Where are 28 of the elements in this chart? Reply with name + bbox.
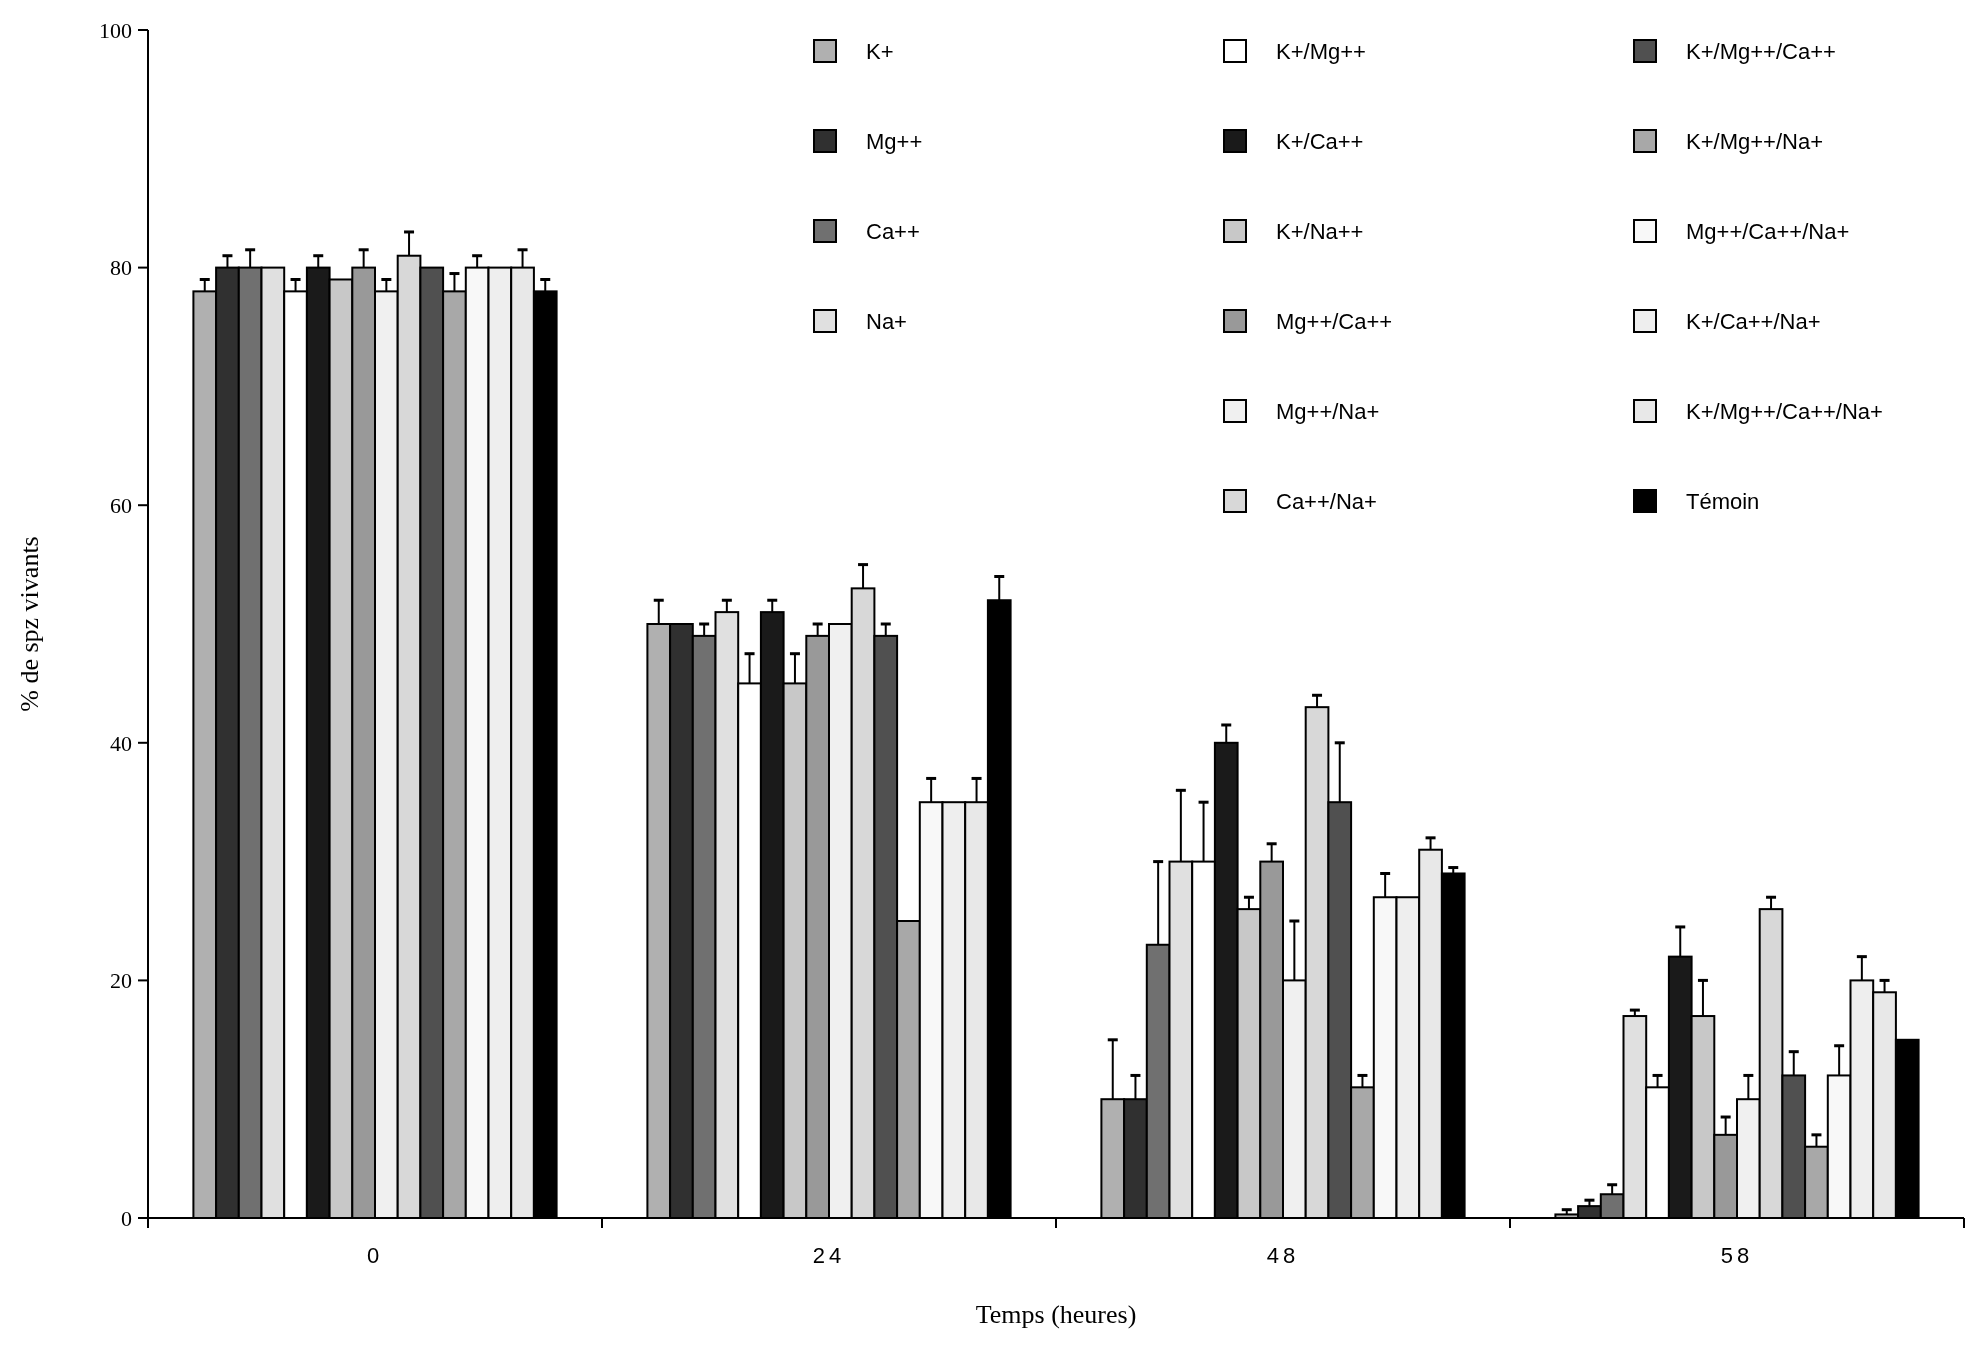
legend-label: K+/Na++: [1276, 218, 1364, 244]
legend-label: K+/Ca++/Na+: [1686, 308, 1821, 334]
legend-label: Mg++/Na+: [1276, 398, 1380, 424]
legend-label: K+: [866, 38, 894, 64]
y-tick-label: 20: [110, 968, 132, 994]
x-tick-label: 0: [366, 1243, 384, 1268]
y-axis-title: % de spz vivants: [15, 536, 44, 712]
y-tick-label: 80: [110, 255, 132, 281]
x-tick-label: 58: [1720, 1243, 1754, 1268]
y-tick-label: 100: [99, 17, 132, 43]
legend-label: Mg++/Ca++/Na+: [1686, 218, 1850, 244]
x-tick-label: 24: [812, 1243, 846, 1268]
legend-label: Mg++: [866, 128, 923, 154]
y-tick-label: 0: [121, 1205, 132, 1231]
legend-label: Témoin: [1686, 488, 1760, 514]
legend-label: K+/Mg++: [1276, 38, 1366, 64]
y-tick-label: 60: [110, 492, 132, 518]
legend-label: K+/Mg++/Ca++/Na+: [1686, 398, 1883, 424]
legend-label: Mg++/Ca++: [1276, 308, 1393, 334]
legend-label: K+/Mg++/Ca++: [1686, 38, 1836, 64]
legend-label: Na+: [866, 308, 907, 334]
x-tick-label: 48: [1266, 1243, 1300, 1268]
legend-label: Ca++/Na+: [1276, 488, 1377, 514]
legend-label: K+/Mg++/Na+: [1686, 128, 1823, 154]
legend-label: K+/Ca++: [1276, 128, 1364, 154]
legend-label: Ca++: [866, 218, 920, 244]
x-axis-title: Temps (heures): [975, 1300, 1137, 1329]
y-tick-label: 40: [110, 730, 132, 756]
